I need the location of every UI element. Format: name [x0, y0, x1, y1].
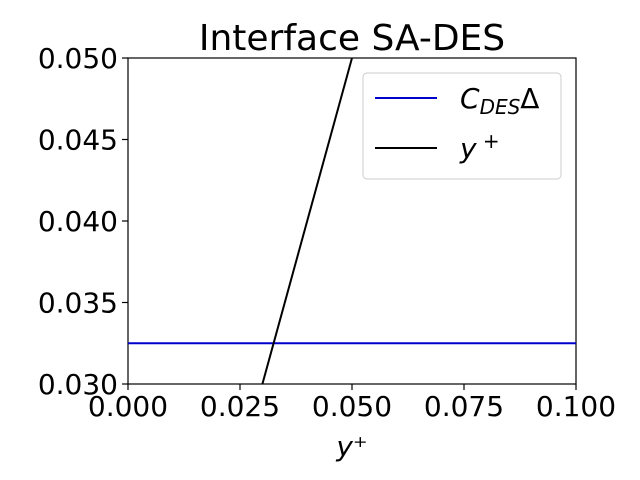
y-tick-label: 0.040: [38, 205, 118, 238]
legend-label-yplus: y +: [459, 129, 500, 165]
legend-label-cdes: CDESΔ: [460, 82, 539, 119]
x-tick-label: 0.000: [88, 390, 168, 423]
y-tick-label: 0.050: [38, 42, 118, 75]
x-tick-label: 0.025: [200, 390, 280, 423]
series-layer: [128, 58, 576, 384]
y-tick-label: 0.030: [38, 368, 118, 401]
series-line-yplus: [261, 58, 353, 384]
legend-box: [362, 72, 562, 180]
y-axis-ticks: 0.030 0.035 0.040 0.045 0.050: [38, 42, 128, 401]
x-tick-label: 0.100: [536, 390, 616, 423]
x-axis-ticks: 0.000 0.025 0.050 0.075 0.100: [88, 384, 616, 423]
y-tick-label: 0.035: [38, 287, 118, 320]
x-axis-label: y⁺: [335, 430, 367, 463]
legend: CDESΔ y +: [362, 72, 562, 180]
x-tick-label: 0.050: [312, 390, 392, 423]
x-tick-label: 0.075: [424, 390, 504, 423]
y-tick-label: 0.045: [38, 124, 118, 157]
chart-title: Interface SA-DES: [199, 18, 505, 59]
